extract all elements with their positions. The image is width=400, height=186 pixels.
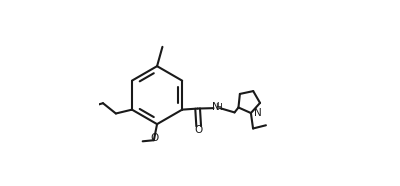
Text: O: O [150,133,159,143]
Text: H: H [215,103,222,112]
Text: N: N [212,102,220,113]
Text: N: N [254,108,262,118]
Text: O: O [194,125,203,135]
